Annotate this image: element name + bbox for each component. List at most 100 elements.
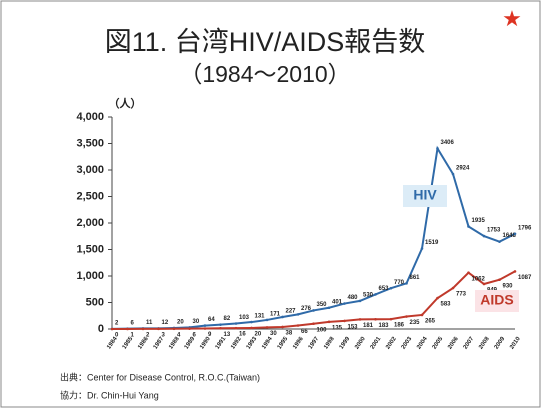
point [312,309,315,312]
point [327,306,331,310]
data-label: 2 [146,332,150,338]
point [219,323,222,326]
data-label: 135 [332,325,343,331]
point [467,271,470,275]
data-label: 30 [270,331,277,337]
data-label: 186 [394,323,405,329]
data-label: 1 [131,333,135,339]
data-label: 2924 [456,166,470,172]
data-label: 6 [131,320,135,326]
data-label: 1796 [518,225,532,231]
point [265,318,269,322]
y-tick-label: 3,000 [76,164,104,176]
point [234,322,238,325]
point [451,286,455,290]
legend-box [403,185,447,207]
data-label: 20 [255,332,262,338]
data-label: 4 [177,332,181,338]
data-label: 66 [301,329,308,335]
data-label: 1062 [472,276,486,282]
data-label: 861 [410,275,421,281]
data-label: 30 [193,319,200,325]
point [374,318,377,321]
data-label: 1087 [518,275,532,281]
data-label: 3406 [441,140,455,146]
point [281,315,284,319]
star: ★ [502,6,522,31]
data-label: 770 [394,280,405,286]
y-tick-label: 1,500 [76,243,104,255]
point [250,320,253,324]
point [482,282,486,286]
point [420,313,424,317]
point [265,326,269,329]
source: 出典：Center for Disease Control, R.O.C.(Ta… [60,371,260,382]
point [389,317,393,321]
data-label: 82 [224,316,231,322]
point [436,296,439,300]
point [281,325,284,329]
point [358,299,362,303]
point [312,322,315,326]
data-label: 11 [146,320,153,326]
point [374,293,377,296]
y-tick-label: 4,000 [76,111,104,123]
credit: 協力：Dr. Chin-Hui Yang [60,389,159,400]
legend-label: HIV [413,187,437,203]
point [343,319,346,323]
point [219,327,222,330]
data-label: 235 [410,320,421,326]
point [203,327,207,330]
legend-label: AIDS [480,292,513,308]
data-label: 1935 [472,218,486,224]
point [467,225,470,228]
point [296,313,300,316]
y-tick-label: 3,500 [76,137,104,149]
data-label: 13 [224,332,231,338]
data-label: 583 [441,302,452,308]
data-label: 930 [503,283,514,289]
point [234,326,238,330]
point [343,302,346,305]
data-label: 0 [115,333,119,339]
point [126,327,129,331]
y-tick-label: 0 [98,323,104,335]
y-tick-label: 1,000 [76,270,104,282]
data-label: 6 [193,332,197,338]
legend-box [475,290,519,312]
y-tick-label: 2,000 [76,217,104,229]
point [513,270,517,273]
point [358,318,362,321]
data-label: 64 [208,317,215,323]
y-tick-label: 500 [86,296,104,308]
data-label: 153 [348,324,359,330]
data-label: 276 [301,306,312,312]
data-label: 183 [379,323,390,329]
point [188,327,191,330]
data-label: 1648 [503,233,517,239]
data-label: 103 [239,315,250,321]
point [327,320,331,324]
data-label: 1519 [425,240,439,246]
data-label: 100 [317,327,328,333]
data-label: 171 [270,312,281,318]
data-label: 350 [317,302,328,308]
point [296,324,300,327]
data-label: 16 [239,332,246,338]
point [498,240,501,243]
point [250,326,253,330]
point [513,232,517,236]
data-label: 227 [286,309,297,315]
data-label: 530 [363,292,374,298]
data-label: 9 [208,332,212,338]
data-label: 12 [162,320,169,326]
point [482,234,486,238]
y-tick-label: 2,500 [76,190,104,202]
y-axis-label: （人） [109,96,142,110]
data-label: 131 [255,314,266,320]
data-label: 3 [162,332,166,338]
data-label: 20 [177,320,184,326]
point [389,286,393,290]
data-label: 401 [332,299,343,305]
